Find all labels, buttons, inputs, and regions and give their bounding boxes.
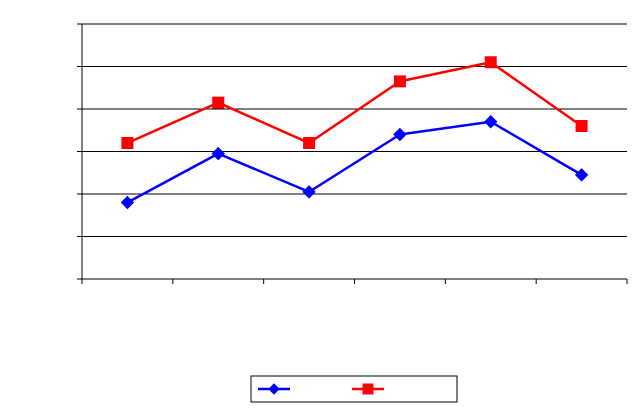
gridlines [82,23,627,237]
legend [250,375,458,403]
data-point [393,127,407,142]
data-point [393,75,406,88]
series-1 [120,115,589,210]
data-point [120,195,135,210]
series-line [126,120,583,204]
legend-entry-1 [258,383,290,395]
data-point [484,115,498,129]
data-point [211,146,225,161]
series-layer [120,56,589,210]
legend-items [258,383,384,395]
data-point [121,137,134,149]
series-line [126,61,583,145]
data-point [212,96,225,109]
data-point [303,137,316,149]
data-point [484,56,497,69]
legend-entry-2 [352,383,384,395]
axes [77,23,628,284]
data-point [575,120,588,132]
legend-marker [362,383,374,395]
data-point [302,185,316,199]
plot-area [77,23,628,284]
legend-marker [268,383,280,395]
series-2 [121,56,588,149]
data-point [574,168,589,182]
